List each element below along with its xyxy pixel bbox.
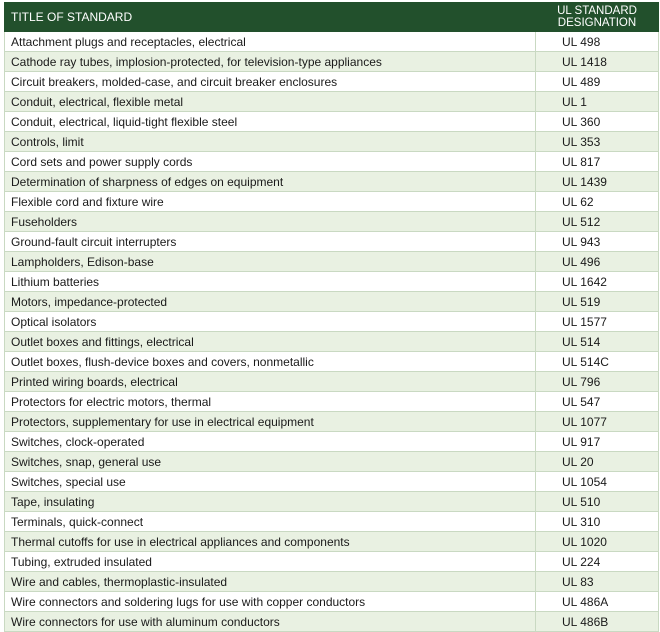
table-row: Cord sets and power supply cords UL 817 bbox=[4, 151, 659, 172]
table-row: Switches, snap, general use UL 20 bbox=[4, 451, 659, 472]
standard-title: Controls, limit bbox=[4, 131, 536, 152]
standard-title: Protectors, supplementary for use in ele… bbox=[4, 411, 536, 432]
standard-title: Lithium batteries bbox=[4, 271, 536, 292]
header-row: TITLE OF STANDARD UL STANDARD DESIGNATIO… bbox=[4, 2, 659, 32]
standard-title: Wire connectors and soldering lugs for u… bbox=[4, 591, 536, 612]
standard-title: Attachment plugs and receptacles, electr… bbox=[4, 31, 536, 52]
table-row: Conduit, electrical, liquid-tight flexib… bbox=[4, 111, 659, 132]
table-body: Attachment plugs and receptacles, electr… bbox=[4, 31, 659, 632]
ul-designation: UL 796 bbox=[535, 371, 659, 392]
standard-title: Switches, special use bbox=[4, 471, 536, 492]
ul-designation: UL 943 bbox=[535, 231, 659, 252]
ul-designation: UL 310 bbox=[535, 511, 659, 532]
ul-designation: UL 1077 bbox=[535, 411, 659, 432]
standard-title: Fuseholders bbox=[4, 211, 536, 232]
table-row: Motors, impedance-protected UL 519 bbox=[4, 291, 659, 312]
ul-designation: UL 519 bbox=[535, 291, 659, 312]
standard-title: Terminals, quick-connect bbox=[4, 511, 536, 532]
standard-title: Optical isolators bbox=[4, 311, 536, 332]
column-header: UL STANDARD DESIGNATION bbox=[535, 2, 659, 32]
ul-designation: UL 20 bbox=[535, 451, 659, 472]
table-row: Protectors, supplementary for use in ele… bbox=[4, 411, 659, 432]
standard-title: Conduit, electrical, flexible metal bbox=[4, 91, 536, 112]
table-row: Optical isolators UL 1577 bbox=[4, 311, 659, 332]
ul-designation: UL 224 bbox=[535, 551, 659, 572]
standard-title: Flexible cord and fixture wire bbox=[4, 191, 536, 212]
table-row: Wire and cables, thermoplastic-insulated… bbox=[4, 571, 659, 592]
table-row: Protectors for electric motors, thermal U… bbox=[4, 391, 659, 412]
standard-title: Outlet boxes, flush-device boxes and cov… bbox=[4, 351, 536, 372]
standard-title: Wire connectors for use with aluminum co… bbox=[4, 611, 536, 632]
ul-designation: UL 1577 bbox=[535, 311, 659, 332]
ul-designation: UL 489 bbox=[535, 71, 659, 92]
table-row: Ground-fault circuit interrupters UL 943 bbox=[4, 231, 659, 252]
standard-title: Outlet boxes and fittings, electrical bbox=[4, 331, 536, 352]
table-row: Switches, clock-operated UL 917 bbox=[4, 431, 659, 452]
table-row: Tubing, extruded insulated UL 224 bbox=[4, 551, 659, 572]
table-row: Outlet boxes and fittings, electrical UL … bbox=[4, 331, 659, 352]
table-row: Fuseholders UL 512 bbox=[4, 211, 659, 232]
ul-designation: UL 1439 bbox=[535, 171, 659, 192]
table-row: Switches, special use UL 1054 bbox=[4, 471, 659, 492]
ul-designation: UL 512 bbox=[535, 211, 659, 232]
ul-designation: UL 496 bbox=[535, 251, 659, 272]
table-row: Circuit breakers, molded-case, and circu… bbox=[4, 71, 659, 92]
ul-designation: UL 486A bbox=[535, 591, 659, 612]
standard-title: Determination of sharpness of edges on e… bbox=[4, 171, 536, 192]
ul-designation: UL 62 bbox=[535, 191, 659, 212]
ul-designation: UL 1020 bbox=[535, 531, 659, 552]
ul-designation: UL 1418 bbox=[535, 51, 659, 72]
standard-title: Tape, insulating bbox=[4, 491, 536, 512]
standard-title: Switches, clock-operated bbox=[4, 431, 536, 452]
table-row: Conduit, electrical, flexible metal UL 1 bbox=[4, 91, 659, 112]
standard-title: Cord sets and power supply cords bbox=[4, 151, 536, 172]
standard-title: Thermal cutoffs for use in electrical ap… bbox=[4, 531, 536, 552]
table-row: Tape, insulating UL 510 bbox=[4, 491, 659, 512]
table-row: Wire connectors and soldering lugs for u… bbox=[4, 591, 659, 612]
ul-designation: UL 1642 bbox=[535, 271, 659, 292]
ul-designation: UL 514 bbox=[535, 331, 659, 352]
table-row: Outlet boxes, flush-device boxes and cov… bbox=[4, 351, 659, 372]
table-row: Flexible cord and fixture wire UL 62 bbox=[4, 191, 659, 212]
standard-title: Cathode ray tubes, implosion-protected, … bbox=[4, 51, 536, 72]
ul-designation: UL 486B bbox=[535, 611, 659, 632]
column-header: TITLE OF STANDARD bbox=[4, 2, 536, 32]
ul-designation: UL 510 bbox=[535, 491, 659, 512]
table-row: Controls, limit UL 353 bbox=[4, 131, 659, 152]
table-row: Attachment plugs and receptacles, electr… bbox=[4, 31, 659, 52]
table-row: Determination of sharpness of edges on e… bbox=[4, 171, 659, 192]
table-row: Terminals, quick-connect UL 310 bbox=[4, 511, 659, 532]
standard-title: Printed wiring boards, electrical bbox=[4, 371, 536, 392]
ul-designation: UL 514C bbox=[535, 351, 659, 372]
ul-designation: UL 917 bbox=[535, 431, 659, 452]
table-row: Printed wiring boards, electrical UL 796 bbox=[4, 371, 659, 392]
standard-title: Motors, impedance-protected bbox=[4, 291, 536, 312]
table-row: Wire connectors for use with aluminum co… bbox=[4, 611, 659, 632]
standard-title: Circuit breakers, molded-case, and circu… bbox=[4, 71, 536, 92]
table-row: Cathode ray tubes, implosion-protected, … bbox=[4, 51, 659, 72]
standard-title: Switches, snap, general use bbox=[4, 451, 536, 472]
ul-designation: UL 817 bbox=[535, 151, 659, 172]
standard-title: Tubing, extruded insulated bbox=[4, 551, 536, 572]
standard-title: Lampholders, Edison-base bbox=[4, 251, 536, 272]
table-row: Thermal cutoffs for use in electrical ap… bbox=[4, 531, 659, 552]
ul-designation: UL 360 bbox=[535, 111, 659, 132]
standards-table: TITLE OF STANDARD UL STANDARD DESIGNATIO… bbox=[4, 2, 659, 632]
ul-designation: UL 498 bbox=[535, 31, 659, 52]
ul-designation: UL 1054 bbox=[535, 471, 659, 492]
standard-title: Conduit, electrical, liquid-tight flexib… bbox=[4, 111, 536, 132]
table-row: Lampholders, Edison-base UL 496 bbox=[4, 251, 659, 272]
ul-designation: UL 83 bbox=[535, 571, 659, 592]
ul-designation: UL 1 bbox=[535, 91, 659, 112]
table-row: Lithium batteries UL 1642 bbox=[4, 271, 659, 292]
ul-designation: UL 547 bbox=[535, 391, 659, 412]
standard-title: Wire and cables, thermoplastic-insulated bbox=[4, 571, 536, 592]
standard-title: Ground-fault circuit interrupters bbox=[4, 231, 536, 252]
standard-title: Protectors for electric motors, thermal bbox=[4, 391, 536, 412]
ul-designation: UL 353 bbox=[535, 131, 659, 152]
